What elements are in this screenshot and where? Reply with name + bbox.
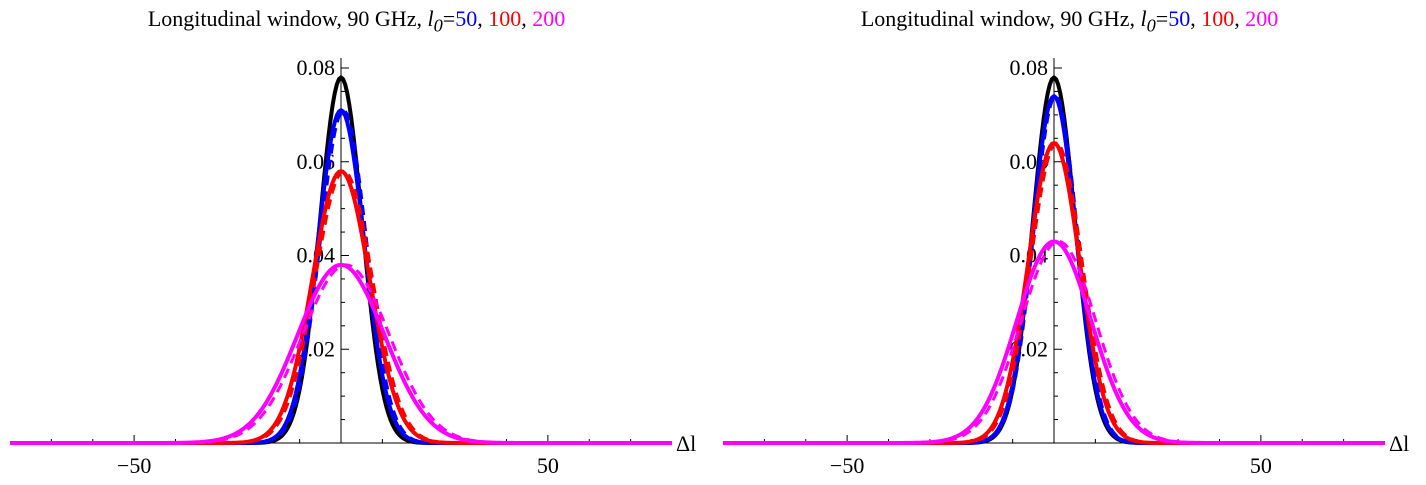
chart-panel-right: Longitudinal window, 90 GHz, l0=50, 100,… xyxy=(713,0,1426,485)
series-line-6 xyxy=(723,239,1385,445)
title-symbol: l0 xyxy=(427,6,443,36)
x-tick-label: −50 xyxy=(117,453,151,478)
title-eq: = xyxy=(1155,6,1169,31)
title-symbol: l0 xyxy=(1140,6,1156,36)
title-value-100: 100 xyxy=(488,6,522,31)
x-axis-label: Δl xyxy=(1389,431,1409,456)
title-prefix: Longitudinal window, 90 GHz, xyxy=(147,6,428,31)
y-tick-label: 0.08 xyxy=(297,55,336,80)
chart-title-left: Longitudinal window, 90 GHz, l0=50, 100,… xyxy=(0,6,713,36)
y-tick-label: 0.08 xyxy=(1010,55,1049,80)
x-axis-label: Δl xyxy=(676,431,696,456)
chart-panel-left: Longitudinal window, 90 GHz, l0=50, 100,… xyxy=(0,6,713,478)
title-prefix: Longitudinal window, 90 GHz, xyxy=(860,6,1141,31)
title-sep: , xyxy=(1234,6,1246,31)
title-sep: , xyxy=(1190,6,1202,31)
series-line-5 xyxy=(10,262,672,445)
title-value-100: 100 xyxy=(1201,6,1235,31)
title-sep: , xyxy=(477,6,489,31)
x-tick-label: −50 xyxy=(830,453,864,478)
chart-title-right: Longitudinal window, 90 GHz, l0=50, 100,… xyxy=(713,6,1426,36)
x-tick-label: 50 xyxy=(1250,453,1272,478)
x-tick-label: 50 xyxy=(537,453,559,478)
title-sep: , xyxy=(521,6,533,31)
title-value-50: 50 xyxy=(1168,6,1191,31)
title-value-50: 50 xyxy=(455,6,478,31)
title-eq: = xyxy=(442,6,456,31)
title-value-200: 200 xyxy=(1245,6,1279,31)
title-value-200: 200 xyxy=(532,6,566,31)
